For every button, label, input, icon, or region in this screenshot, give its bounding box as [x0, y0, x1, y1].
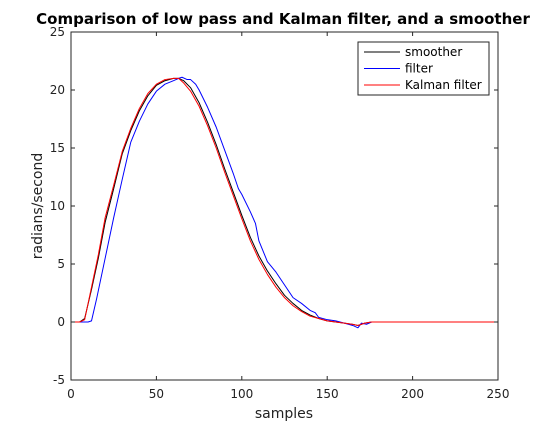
x-tick-label: 150 — [316, 387, 339, 401]
y-tick-label: 15 — [50, 141, 65, 155]
x-tick-label: 200 — [401, 387, 424, 401]
y-tick-label: 10 — [50, 199, 65, 213]
x-axis-label: samples — [255, 406, 313, 422]
series-line-kalman-filter — [71, 77, 498, 326]
legend: smoother filter Kalman filter — [357, 41, 490, 96]
x-tick-label: 250 — [487, 387, 510, 401]
x-tick-label: 0 — [67, 387, 75, 401]
y-axis-label: radians/second — [30, 153, 46, 260]
y-tick-label: 25 — [50, 25, 65, 39]
series-line-filter — [71, 76, 498, 329]
legend-label: smoother — [405, 45, 462, 59]
y-tick-label: -5 — [53, 373, 65, 387]
y-tick-label: 5 — [57, 257, 65, 271]
legend-label: Kalman filter — [405, 78, 482, 92]
x-tick-label: 50 — [149, 387, 164, 401]
legend-label: filter — [405, 62, 433, 76]
y-tick-label: 20 — [50, 83, 65, 97]
legend-entries: smoother filter Kalman filter — [364, 45, 482, 92]
series-layer — [71, 76, 498, 329]
chart-title: Comparison of low pass and Kalman filter… — [36, 10, 530, 28]
y-tick-label: 0 — [57, 315, 65, 329]
x-tick-label: 100 — [230, 387, 253, 401]
